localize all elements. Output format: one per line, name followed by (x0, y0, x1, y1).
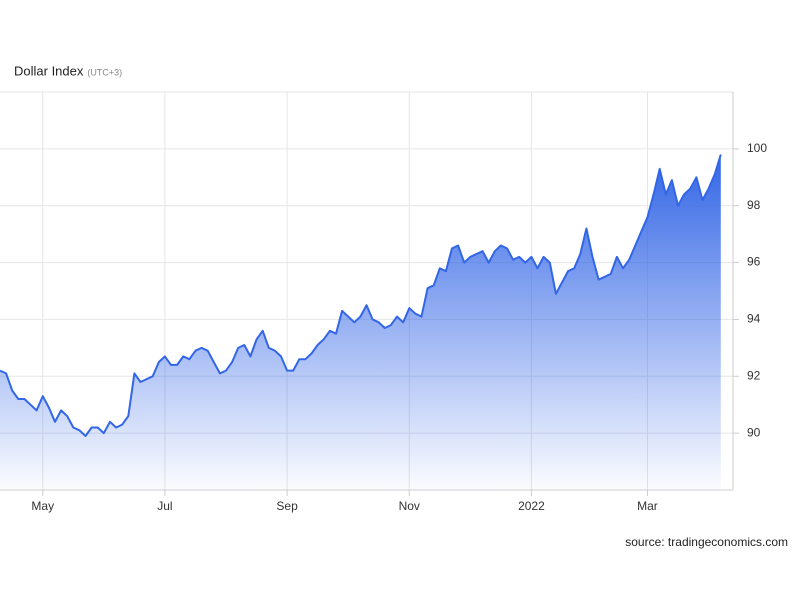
y-tick-label: 94 (747, 312, 761, 326)
line (0, 154, 722, 437)
x-tick-label: Jul (157, 499, 172, 513)
x-tick-label: 2022 (518, 499, 545, 513)
source-note: source: tradingeconomics.com (625, 535, 788, 549)
y-tick-label: 100 (747, 141, 767, 155)
y-tick-label: 96 (747, 255, 761, 269)
x-tick-label: Nov (399, 499, 420, 513)
chart-title: Dollar Index (14, 63, 84, 78)
chart-subtitle: (UTC+3) (87, 67, 122, 77)
area-fill (0, 154, 721, 490)
y-tick-label: 98 (747, 198, 761, 212)
x-tick-label: May (31, 499, 54, 513)
x-tick-label: Mar (637, 499, 658, 513)
y-tick-label: 90 (747, 425, 761, 439)
y-tick-label: 92 (747, 368, 761, 382)
x-tick-label: Sep (276, 499, 298, 513)
